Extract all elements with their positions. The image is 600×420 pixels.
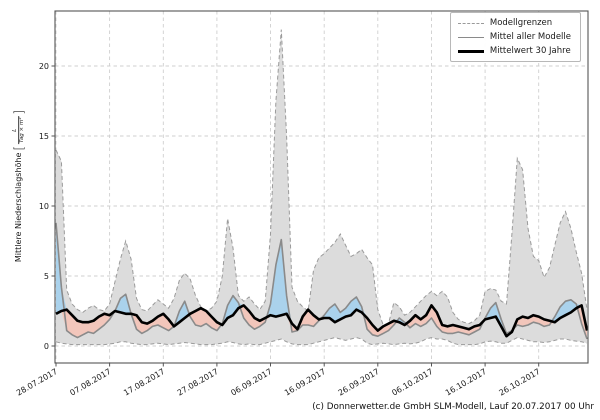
x-tick-label: 16.09.2017 [283, 367, 327, 398]
x-tick-label: 27.08.2017 [176, 367, 220, 398]
y-axis-label-text: Mittlere Niederschlagshöhe [14, 152, 24, 263]
legend-item: Mittel aller Modelle [457, 32, 571, 42]
x-tick-label: 06.10.2017 [390, 367, 434, 398]
x-tick-label: 06.09.2017 [229, 367, 273, 398]
y-tick-label: 15 [39, 132, 49, 141]
x-tick-label: 28.07.2017 [15, 367, 59, 398]
y-axis-label: Mittlere Niederschlagshöhe [ L Tag × m² … [12, 110, 26, 262]
y-axis-unit-denominator: Tag × m² [18, 116, 26, 144]
legend-item-label: Modellgrenzen [489, 18, 553, 28]
legend-item-label: Mittel aller Modelle [489, 32, 571, 42]
x-tick-label: 26.10.2017 [498, 367, 542, 398]
y-axis-label-bracket-open: [ [12, 145, 26, 151]
model-range-band [56, 29, 587, 345]
plot-frame [54, 10, 589, 364]
y-tick-label: 20 [39, 62, 49, 71]
x-tick-label: 26.09.2017 [337, 367, 381, 398]
legend: Modellgrenzen Mittel aller Modelle Mittelw… [449, 12, 581, 62]
y-tick-label: 5 [44, 272, 49, 281]
legend-item: Mittelwert 30 Jahre [457, 46, 571, 56]
data-layers [55, 29, 588, 346]
legend-item-label: Mittelwert 30 Jahre [489, 46, 571, 56]
legend-line-sample [457, 36, 484, 38]
x-tick-label: 17.08.2017 [122, 367, 166, 398]
legend-line-sample [457, 49, 484, 53]
copyright-caption: (c) Donnerwetter.de GmbH SLM-Modell, Lau… [312, 402, 594, 412]
climate-mean-line [55, 304, 588, 338]
below-climate-fill [56, 305, 587, 339]
y-tick-label: 10 [39, 202, 49, 211]
x-tick-label: 07.08.2017 [68, 367, 112, 398]
legend-line-sample [457, 22, 484, 24]
legend-item: Modellgrenzen [457, 18, 571, 28]
y-axis-label-bracket-close: ] [12, 109, 26, 115]
y-axis-unit-fraction: L Tag × m² [12, 116, 26, 144]
x-tick-label: 16.10.2017 [444, 367, 488, 398]
model-range-upper-line [55, 29, 588, 326]
model-range-lower-line [55, 337, 588, 346]
y-tick-label: 0 [44, 342, 49, 351]
